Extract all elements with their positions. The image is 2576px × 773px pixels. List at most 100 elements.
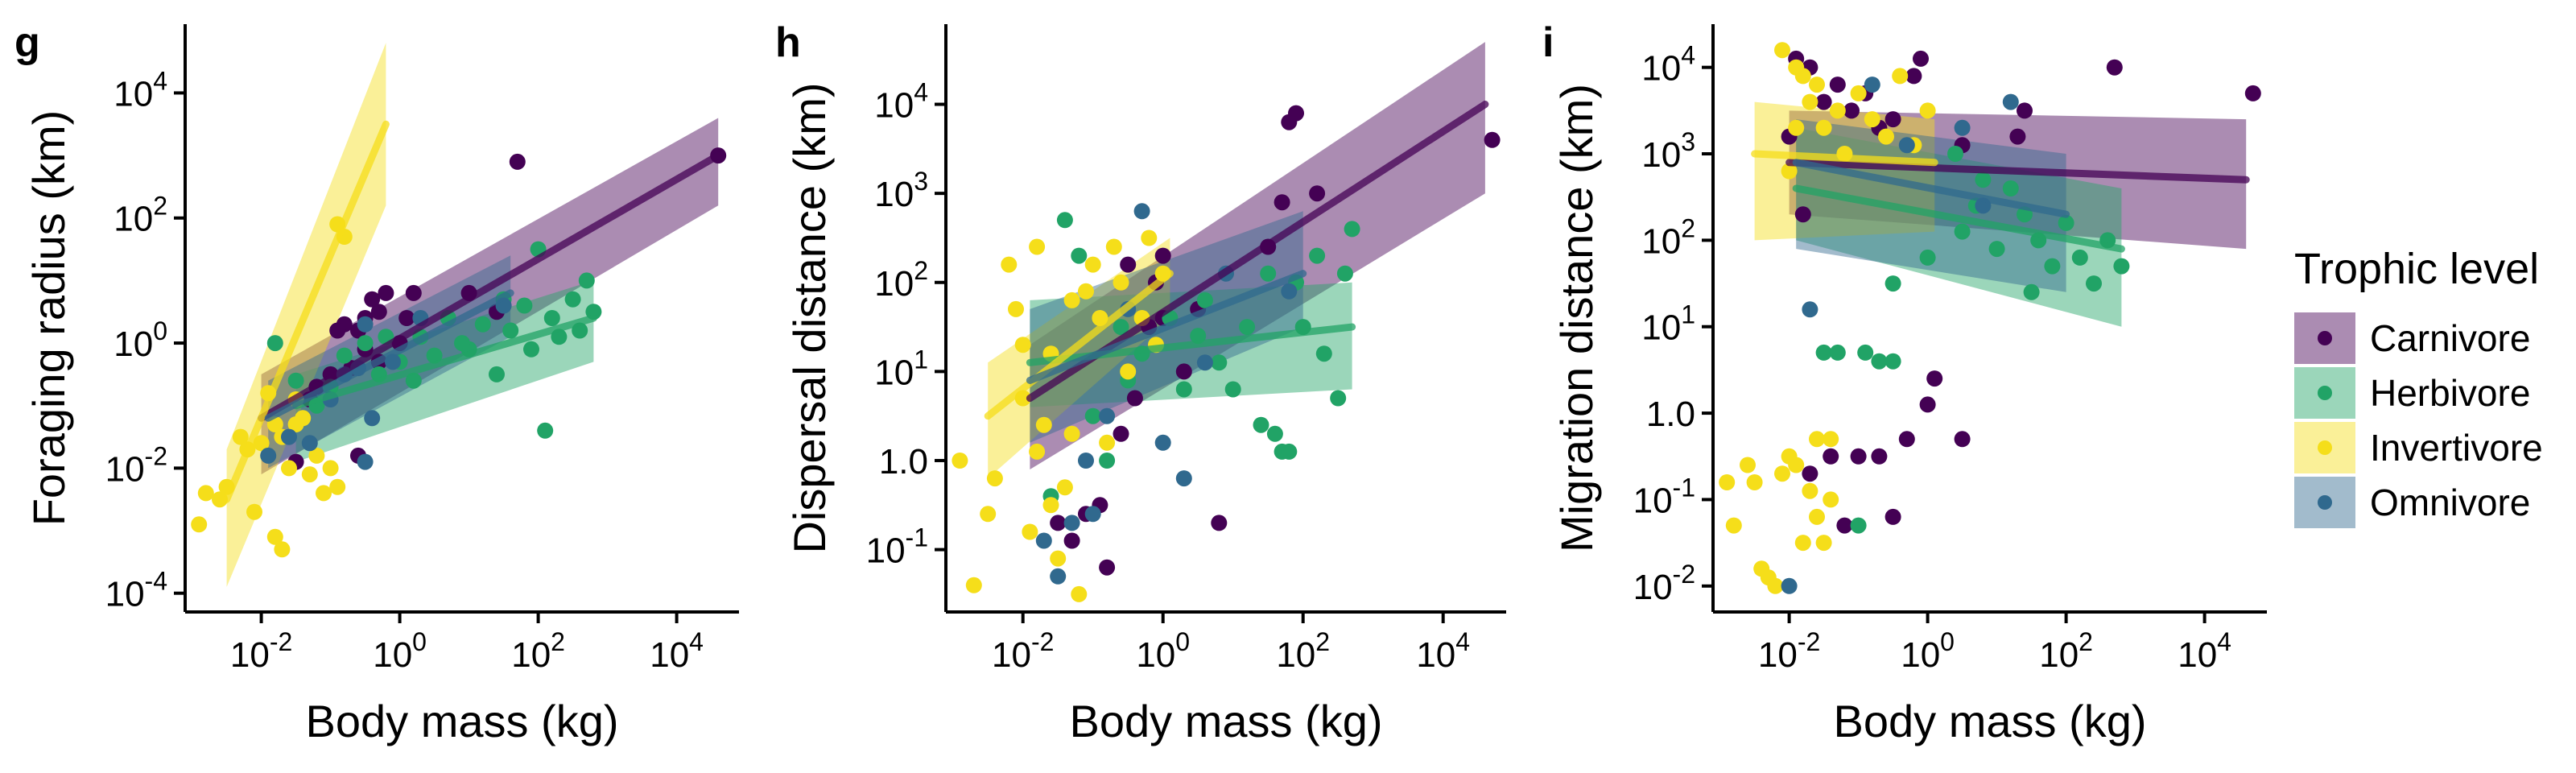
point-herbivore — [523, 341, 539, 358]
point-omnivore — [301, 435, 318, 452]
point-herbivore — [1239, 319, 1256, 336]
point-herbivore — [502, 322, 519, 339]
point-herbivore — [1224, 381, 1241, 398]
x-tick-label: 102 — [1276, 627, 1330, 675]
point-herbivore — [2086, 275, 2102, 292]
y-tick-label: 104 — [874, 78, 928, 126]
panel-label: h — [775, 19, 801, 66]
y-tick-label: 104 — [1641, 41, 1695, 89]
legend-label: Herbivore — [2370, 372, 2530, 414]
point-omnivore — [1898, 137, 1915, 154]
point-herbivore — [1315, 345, 1332, 362]
point-invertivore — [1774, 465, 1790, 482]
y-tick-label: 100 — [114, 316, 167, 364]
point-carnivore — [1829, 76, 1846, 93]
point-invertivore — [1056, 479, 1073, 496]
point-invertivore — [322, 460, 339, 477]
point-invertivore — [1802, 93, 1818, 110]
point-carnivore — [1794, 206, 1811, 223]
point-carnivore — [1885, 508, 1901, 525]
panel-label: g — [14, 19, 40, 66]
plot-area — [191, 43, 727, 587]
y-tick-label: 1.0 — [1646, 395, 1695, 434]
x-tick-label: 102 — [2039, 627, 2093, 675]
legend-label: Omnivore — [2370, 482, 2530, 523]
point-carnivore — [1836, 517, 1853, 534]
point-invertivore — [1050, 550, 1067, 567]
point-invertivore — [329, 478, 346, 495]
point-omnivore — [1781, 577, 1798, 594]
point-herbivore — [2071, 249, 2088, 266]
point-omnivore — [1050, 568, 1067, 585]
point-herbivore — [1850, 517, 1867, 534]
y-tick-label: 102 — [1641, 213, 1695, 261]
point-herbivore — [2002, 180, 2019, 196]
point-carnivore — [405, 284, 422, 301]
point-invertivore — [1035, 416, 1052, 433]
x-tick-label: 10-2 — [992, 627, 1054, 675]
point-omnivore — [2002, 93, 2019, 110]
point-invertivore — [308, 447, 325, 464]
y-tick-label: 10-1 — [866, 523, 928, 571]
point-invertivore — [965, 577, 982, 593]
point-carnivore — [378, 284, 394, 301]
point-invertivore — [1063, 425, 1080, 442]
point-carnivore — [1050, 515, 1067, 531]
fit-line-carnivore — [258, 151, 722, 422]
point-omnivore — [1281, 283, 1298, 300]
fit-line-carnivore — [1785, 159, 2250, 184]
point-invertivore — [1892, 68, 1909, 85]
point-herbivore — [357, 335, 374, 352]
point-herbivore — [1857, 344, 1874, 361]
y-tick-label: 10-2 — [105, 441, 167, 489]
point-invertivore — [287, 416, 304, 432]
point-invertivore — [281, 460, 297, 477]
point-invertivore — [1099, 434, 1116, 451]
point-carnivore — [370, 304, 387, 320]
point-carnivore — [1850, 448, 1867, 465]
panel-h: 10-2 100 102 104 10-1 1.0 101 102 103 104 Body mas… — [775, 19, 1506, 746]
point-carnivore — [2106, 59, 2123, 76]
point-omnivore — [1802, 301, 1818, 318]
fit-line-omnivore — [1792, 159, 2070, 218]
point-herbivore — [1988, 241, 2005, 258]
point-omnivore — [1196, 354, 1213, 371]
point-invertivore — [1815, 535, 1832, 552]
point-herbivore — [578, 272, 595, 289]
point-invertivore — [1014, 337, 1031, 353]
fit-line-invertivore — [223, 120, 390, 503]
point-carnivore — [1288, 105, 1304, 122]
point-invertivore — [316, 485, 332, 502]
point-herbivore — [454, 335, 470, 352]
point-invertivore — [1788, 119, 1805, 136]
point-omnivore — [1175, 470, 1192, 487]
point-invertivore — [1781, 163, 1798, 180]
x-axis-title: Body mass (kg) — [1070, 696, 1383, 746]
y-tick-label: 103 — [874, 167, 928, 214]
point-herbivore — [1211, 354, 1228, 371]
legend-label: Carnivore — [2370, 317, 2530, 359]
point-invertivore — [1809, 508, 1825, 525]
y-tick-label: 10-4 — [105, 567, 167, 614]
point-invertivore — [1864, 111, 1880, 128]
point-invertivore — [1071, 585, 1088, 602]
point-carnivore — [1154, 247, 1171, 264]
point-carnivore — [1099, 559, 1116, 576]
point-herbivore — [1056, 212, 1073, 229]
point-herbivore — [1190, 328, 1207, 345]
point-herbivore — [405, 372, 422, 389]
point-invertivore — [1829, 102, 1846, 119]
point-carnivore — [2017, 102, 2033, 119]
point-herbivore — [1253, 416, 1269, 433]
point-carnivore — [1063, 532, 1080, 549]
point-omnivore — [1864, 76, 1880, 93]
legend-title: Trophic level — [2294, 245, 2539, 293]
y-tick-label: 101 — [874, 345, 928, 392]
x-tick-label: 100 — [373, 627, 427, 675]
x-tick-label: 10-2 — [230, 627, 292, 675]
point-carnivore — [2244, 85, 2261, 101]
legend-dot — [2318, 331, 2332, 345]
point-invertivore — [980, 506, 997, 523]
point-herbivore — [1099, 453, 1116, 469]
